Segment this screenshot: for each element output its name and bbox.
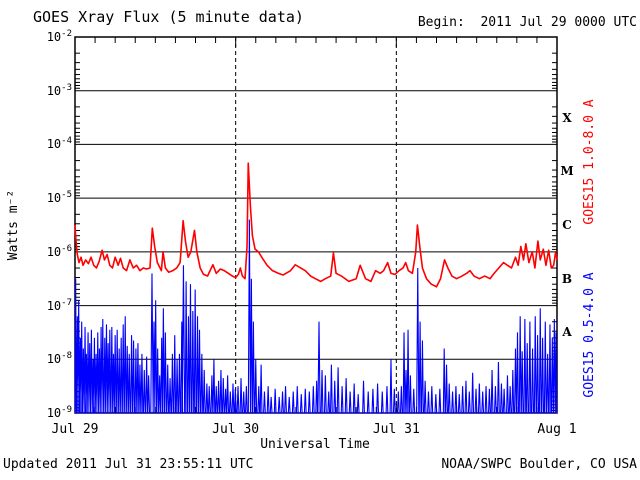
flare-class-M: M xyxy=(560,164,574,179)
flare-class-C: C xyxy=(562,218,572,232)
x-tick-label: Aug 1 xyxy=(537,422,577,437)
begin-timestamp: Begin: 2011 Jul 29 0000 UTC xyxy=(418,15,637,30)
updated-timestamp: Updated 2011 Jul 31 23:55:11 UTC xyxy=(3,457,254,472)
y-tick-label: 10-6 xyxy=(46,243,72,259)
flare-class-A: A xyxy=(562,325,572,340)
source-attribution: NOAA/SWPC Boulder, CO USA xyxy=(441,457,637,472)
x-tick-label: Jul 31 xyxy=(372,422,420,437)
y-tick-label: 10-2 xyxy=(46,29,72,44)
series-label-short-channel: GOES15 0.5-4.0 A xyxy=(582,272,597,398)
x-tick-label: Jul 30 xyxy=(212,422,260,437)
chart-title: GOES Xray Flux (5 minute data) xyxy=(33,8,304,26)
y-tick-label: 10-5 xyxy=(46,190,72,206)
y-axis-title: Watts m⁻² xyxy=(6,189,21,261)
y-tick-label: 10-4 xyxy=(46,136,72,152)
short-channel-curve xyxy=(74,219,558,414)
begin-value: 2011 Jul 29 0000 UTC xyxy=(480,15,637,30)
y-tick-label: 10-7 xyxy=(46,297,72,313)
y-tick-label: 10-8 xyxy=(46,351,72,367)
plot-frame xyxy=(74,36,558,414)
flare-class-X: X xyxy=(562,110,572,125)
y-tick-label: 10-9 xyxy=(46,405,72,420)
series-label-long-channel: GOES15 1.0-8.0 A xyxy=(582,99,597,225)
flare-class-B: B xyxy=(561,271,573,286)
begin-label: Begin: xyxy=(417,15,465,30)
x-axis-title: Universal Time xyxy=(260,437,370,452)
x-tick-label: Jul 29 xyxy=(51,422,99,437)
y-tick-label: 10-3 xyxy=(46,82,72,98)
long-channel-curve xyxy=(74,162,558,288)
